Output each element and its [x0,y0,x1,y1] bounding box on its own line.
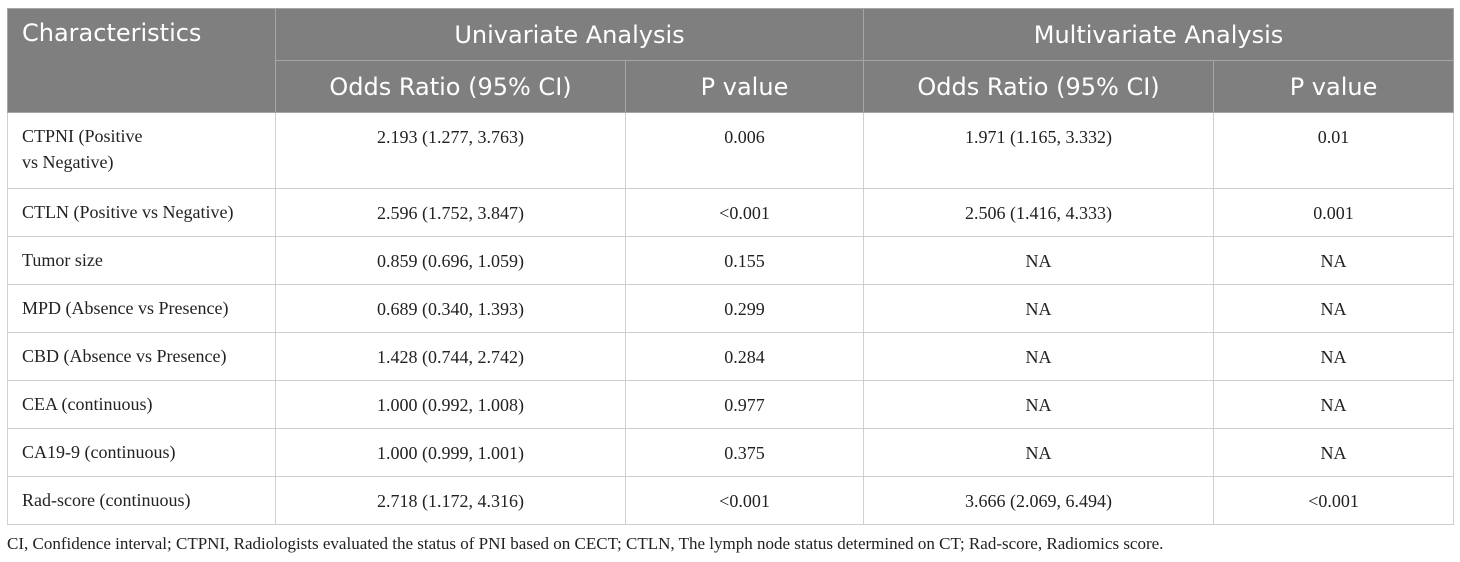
cell-multi-or: 2.506 (1.416, 4.333) [863,188,1215,237]
table-footnote: CI, Confidence interval; CTPNI, Radiolog… [7,534,1164,553]
table-row: CTPNI (Positive vs Negative) 2.193 (1.277… [7,112,1455,189]
header-uni-or: Odds Ratio (95% CI) [275,60,626,113]
results-table-container: Characteristics Univariate Analysis Mult… [7,8,1455,525]
cell-uni-p: 0.284 [624,332,865,381]
header-multi-p: P value [1213,60,1455,113]
cell-uni-or: 2.718 (1.172, 4.316) [275,476,626,525]
cell-multi-or: NA [863,284,1215,333]
row-label: CTLN (Positive vs Negative) [7,188,276,237]
row-label: MPD (Absence vs Presence) [7,284,276,333]
cell-multi-p: NA [1213,236,1455,285]
table-row: CA19-9 (continuous) 1.000 (0.999, 1.001)… [7,428,1455,477]
cell-multi-p: 0.01 [1213,112,1455,189]
cell-multi-p: NA [1213,284,1455,333]
cell-uni-p: 0.977 [624,380,865,429]
table-row: Tumor size 0.859 (0.696, 1.059) 0.155 NA… [7,236,1455,285]
cell-uni-p: 0.299 [624,284,865,333]
cell-uni-or: 1.428 (0.744, 2.742) [275,332,626,381]
cell-multi-p: NA [1213,332,1455,381]
table-row: MPD (Absence vs Presence) 0.689 (0.340, … [7,284,1455,333]
table-row: CTLN (Positive vs Negative) 2.596 (1.752… [7,188,1455,237]
cell-uni-p: <0.001 [624,188,865,237]
cell-multi-or: NA [863,428,1215,477]
header-univariate: Univariate Analysis [274,8,865,61]
cell-multi-p: NA [1213,428,1455,477]
header-characteristics: Characteristics [7,8,276,113]
row-label: CBD (Absence vs Presence) [7,332,276,381]
row-label-line: vs Negative) [22,152,114,172]
header-multi-or: Odds Ratio (95% CI) [863,60,1215,113]
cell-uni-or: 0.689 (0.340, 1.393) [275,284,626,333]
cell-uni-p: <0.001 [624,476,865,525]
cell-uni-or: 1.000 (0.999, 1.001) [275,428,626,477]
table-row: CBD (Absence vs Presence) 1.428 (0.744, … [7,332,1455,381]
table-row: Rad-score (continuous) 2.718 (1.172, 4.3… [7,476,1455,525]
row-label-line: CTPNI (Positive [22,126,143,146]
cell-uni-or: 0.859 (0.696, 1.059) [275,236,626,285]
header-row-2: Odds Ratio (95% CI) P value Odds Ratio (… [8,60,1455,113]
cell-uni-p: 0.375 [624,428,865,477]
table-row: CEA (continuous) 1.000 (0.992, 1.008) 0.… [7,380,1455,429]
cell-uni-p: 0.155 [624,236,865,285]
row-label: CTPNI (Positive vs Negative) [7,112,276,189]
cell-multi-or: 1.971 (1.165, 3.332) [863,112,1215,189]
cell-multi-or: 3.666 (2.069, 6.494) [863,476,1215,525]
cell-uni-or: 2.193 (1.277, 3.763) [275,112,626,189]
row-label: Tumor size [7,236,276,285]
cell-multi-or: NA [863,332,1215,381]
header-multivariate: Multivariate Analysis [863,8,1455,61]
row-label: Rad-score (continuous) [7,476,276,525]
row-label: CA19-9 (continuous) [7,428,276,477]
cell-multi-or: NA [863,380,1215,429]
cell-uni-or: 1.000 (0.992, 1.008) [275,380,626,429]
cell-uni-or: 2.596 (1.752, 3.847) [275,188,626,237]
regression-table: Characteristics Univariate Analysis Mult… [7,8,1455,525]
cell-uni-p: 0.006 [624,112,865,189]
cell-multi-p: 0.001 [1213,188,1455,237]
cell-multi-or: NA [863,236,1215,285]
header-row-1: Characteristics Univariate Analysis Mult… [7,8,1455,113]
cell-multi-p: NA [1213,380,1455,429]
row-label: CEA (continuous) [7,380,276,429]
cell-multi-p: <0.001 [1213,476,1455,525]
header-uni-p: P value [624,60,865,113]
